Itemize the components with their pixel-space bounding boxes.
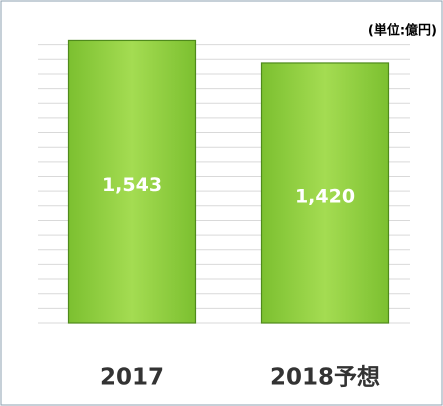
x-tick-label: 2017 [100,365,164,391]
unit-label: (単位:億円) [368,23,437,39]
value-label: 1,420 [295,185,355,207]
bar [260,62,390,324]
bar [67,39,197,324]
value-label: 1,543 [102,174,162,196]
x-tick-label: 2018予想 [270,365,380,391]
